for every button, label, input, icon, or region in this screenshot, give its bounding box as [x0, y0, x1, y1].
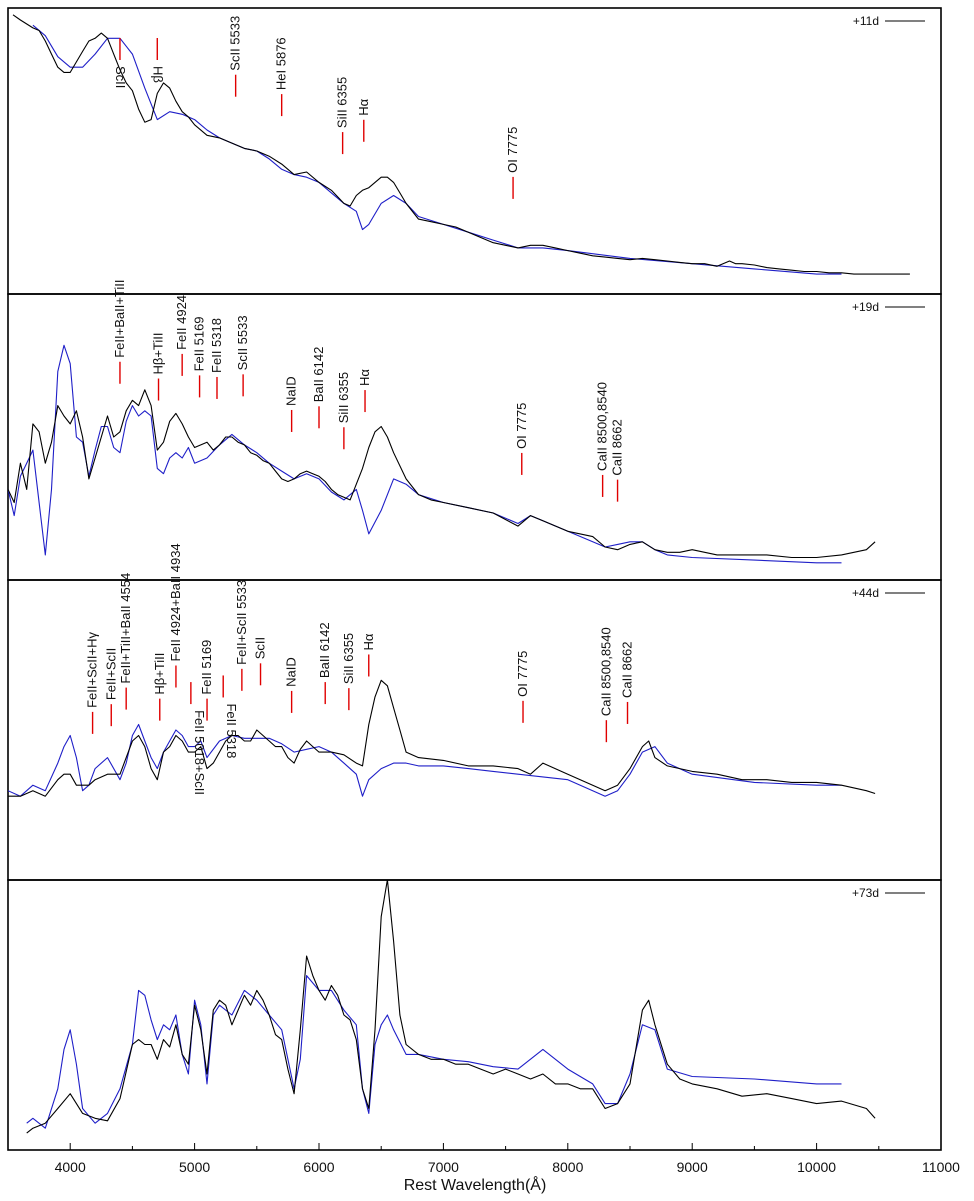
- line-id-label: SiII 6355: [335, 77, 350, 128]
- x-tick-label: 7000: [428, 1159, 459, 1175]
- x-tick-label: 11000: [922, 1159, 960, 1175]
- line-id-label: SiII 6355: [336, 372, 351, 423]
- line-id-label: BaII 6142: [317, 622, 332, 678]
- line-id-label: ScII 5533: [228, 16, 243, 71]
- line-id-label: Hα: [357, 369, 372, 386]
- model-spectrum-line: [8, 723, 842, 797]
- line-id-label: FeII 5318: [209, 318, 224, 373]
- panel-frame: [7, 579, 942, 881]
- line-id-label: Hα: [356, 98, 371, 115]
- line-id-label: CaII 8500,8540: [595, 382, 610, 471]
- line-id-label: OI 7775: [515, 651, 530, 697]
- epoch-label: +44d: [852, 586, 879, 600]
- panel-1: +11d ScII Hβ ScII 5533 HeI 5876 SiII 6355 Hα OI…: [7, 7, 942, 295]
- observed-spectrum-line: [12, 14, 910, 275]
- line-id-label: NaID: [284, 657, 299, 687]
- line-id-label: Hα: [361, 633, 376, 650]
- line-id-label: ScII 5533: [235, 315, 250, 370]
- epoch-label: +11d: [853, 14, 879, 28]
- line-id-label: FeII 5169: [199, 640, 214, 695]
- line-id-label: FeII+BaII+TiII: [112, 279, 127, 357]
- panel-frame: [7, 879, 942, 1151]
- panel-4: +73d: [7, 879, 942, 1151]
- line-id-label: FeII 5318: [224, 703, 239, 758]
- line-id-label: FeII+ScII: [103, 648, 118, 700]
- panel-3: +44d FeII+ScII+Hγ FeII+ScII FeII+TiII+BaII …: [7, 543, 942, 881]
- panel-frame: [7, 7, 942, 295]
- line-id-label: BaII 6142: [311, 347, 326, 403]
- line-id-label: Hβ: [150, 66, 165, 83]
- observed-spectrum-line: [26, 880, 876, 1134]
- epoch-label: +73d: [852, 886, 879, 900]
- x-tick-label: 4000: [55, 1159, 86, 1175]
- model-spectrum-line: [8, 344, 842, 564]
- line-id-label: SiII 6355: [341, 633, 356, 684]
- observed-spectrum-line: [8, 389, 876, 559]
- line-id-label: OI 7775: [505, 127, 520, 173]
- x-axis-label: Rest Wavelength(Å): [404, 1175, 547, 1194]
- line-id-label: FeII+ScII+Hγ: [85, 632, 100, 708]
- line-id-label: FeII 5018+ScII: [192, 710, 207, 795]
- line-id-label: Hβ+TiII: [152, 653, 167, 695]
- x-tick-label: 5000: [179, 1159, 210, 1175]
- epoch-label: +19d: [852, 300, 879, 314]
- x-tick-label: 9000: [677, 1159, 708, 1175]
- line-id-label: ScII: [113, 66, 128, 88]
- model-spectrum-line: [32, 24, 842, 275]
- panel-frame: [7, 293, 942, 581]
- line-id-label: FeII+TiII+BaII 4554: [118, 573, 133, 684]
- line-id-label: CaII 8662: [610, 419, 625, 475]
- x-tick-label: 8000: [552, 1159, 583, 1175]
- x-tick-label: 6000: [303, 1159, 334, 1175]
- x-tick-label: 10000: [797, 1159, 836, 1175]
- observed-spectrum-line: [8, 679, 876, 797]
- line-id-label: ScII: [253, 637, 268, 659]
- line-id-label: Hβ+TiII: [151, 332, 166, 374]
- line-id-label: NaID: [284, 376, 299, 406]
- line-id-label: FeII 4924: [174, 295, 189, 350]
- panels-layer: +11d ScII Hβ ScII 5533 HeI 5876 SiII 6355 Hα OI…: [7, 7, 942, 1151]
- line-id-label: CaII 8662: [620, 642, 635, 698]
- model-spectrum-line: [26, 975, 842, 1129]
- line-id-label: FeII+ScII 5533: [234, 580, 249, 665]
- line-id-label: CaII 8500,8540: [598, 627, 613, 716]
- line-id-label: FeII 5169: [192, 316, 207, 371]
- line-id-label: OI 7775: [514, 403, 529, 449]
- x-axis: 4000 5000 6000 7000 8000 9000 10000 11000: [7, 1143, 960, 1175]
- line-id-label: FeII 4924+BaII 4934: [168, 543, 183, 661]
- line-id-label: HeI 5876: [274, 37, 289, 90]
